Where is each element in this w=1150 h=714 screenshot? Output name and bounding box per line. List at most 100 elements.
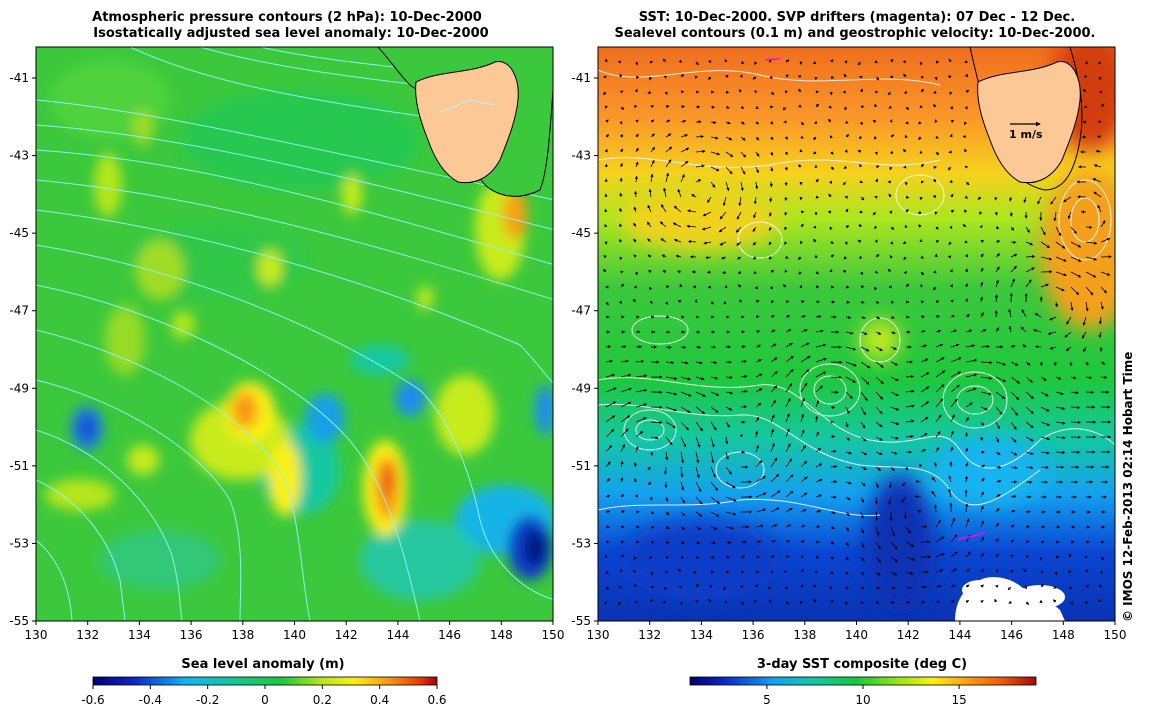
- lon-tick-label: 146: [438, 628, 461, 642]
- sla-colorbar-ticks: -0.6 -0.4 -0.2 0 0.2 0.4 0.6: [81, 685, 446, 707]
- velocity-arrow: [1011, 212, 1012, 216]
- lat-tick-label: -45: [571, 226, 591, 240]
- right-title-line2: Sealevel contours (0.1 m) and geostrophi…: [615, 26, 1096, 41]
- sst-colorbar: [690, 677, 1036, 685]
- lon-tick-label: 138: [793, 628, 816, 642]
- lat-tick-label: -41: [9, 71, 29, 85]
- lon-tick-label: 132: [638, 628, 661, 642]
- velocity-arrow: [696, 347, 701, 348]
- velocity-arrow: [830, 136, 831, 138]
- velocity-arrow: [1011, 242, 1016, 243]
- colorbar-tick-label: 0.2: [313, 693, 332, 707]
- lon-tick-label: 142: [335, 628, 358, 642]
- velocity-arrow: [711, 107, 715, 108]
- velocity-arrow: [936, 120, 937, 122]
- lat-tick-label: -47: [571, 304, 591, 318]
- lat-tick-label: -49: [9, 381, 29, 395]
- velocity-arrow: [711, 572, 714, 573]
- colorbar-tick-label: -0.4: [139, 693, 162, 707]
- velocity-arrow: [949, 152, 951, 153]
- right-lat-axis: -41 -43 -45 -47 -49 -51 -53 -55: [571, 71, 598, 628]
- velocity-arrow: [906, 225, 907, 227]
- left-title-line2: Isostatically adjusted sea level anomaly…: [93, 26, 488, 41]
- velocity-arrow: [831, 227, 832, 230]
- lat-tick-label: -43: [571, 149, 591, 163]
- velocity-arrow: [1071, 422, 1081, 423]
- lat-tick-label: -43: [9, 149, 29, 163]
- velocity-arrow: [651, 542, 654, 543]
- velocity-arrow: [903, 62, 906, 63]
- left-lat-axis: -41 -43 -45 -47 -49 -51 -53 -55: [9, 71, 36, 628]
- velocity-arrow: [726, 285, 727, 287]
- lon-tick-label: 136: [742, 628, 765, 642]
- velocity-arrow: [681, 92, 684, 93]
- colorbar-tick-label: -0.2: [196, 693, 219, 707]
- velocity-arrow: [1026, 512, 1030, 513]
- sla-map: [36, 47, 555, 621]
- lat-tick-label: -55: [571, 614, 591, 628]
- velocity-arrow: [1098, 122, 1101, 123]
- colorbar-tick-label: 5: [763, 693, 771, 707]
- scale-arrow-label: 1 m/s: [1009, 128, 1043, 141]
- velocity-arrow: [861, 182, 863, 183]
- lon-tick-label: 142: [897, 628, 920, 642]
- sla-colorbar: [93, 677, 437, 685]
- lon-tick-label: 130: [587, 628, 610, 642]
- lon-tick-label: 150: [542, 628, 565, 642]
- sst-map: 1 m/s: [598, 30, 1140, 621]
- lat-tick-label: -45: [9, 226, 29, 240]
- velocity-arrow: [666, 572, 668, 573]
- velocity-arrow: [771, 182, 772, 187]
- lat-tick-label: -53: [571, 536, 591, 550]
- lon-tick-label: 146: [1000, 628, 1023, 642]
- lat-tick-label: -47: [9, 304, 29, 318]
- lon-tick-label: 148: [1052, 628, 1075, 642]
- colorbar-tick-label: 0.6: [427, 693, 446, 707]
- velocity-arrow: [996, 197, 997, 200]
- colorbar-tick-label: 15: [951, 693, 966, 707]
- lat-tick-label: -51: [9, 459, 29, 473]
- colorbar-tick-label: 10: [855, 693, 870, 707]
- lon-tick-label: 140: [283, 628, 306, 642]
- lon-tick-label: 144: [386, 628, 409, 642]
- velocity-arrow: [846, 302, 850, 303]
- velocity-arrow: [681, 62, 682, 63]
- lon-tick-label: 134: [690, 628, 713, 642]
- lat-tick-label: -55: [9, 614, 29, 628]
- lat-tick-label: -51: [571, 459, 591, 473]
- lon-tick-label: 150: [1104, 628, 1127, 642]
- velocity-arrow: [876, 497, 877, 504]
- colorbar-tick-label: 0: [261, 693, 269, 707]
- lon-tick-label: 130: [25, 628, 48, 642]
- lon-tick-label: 132: [76, 628, 99, 642]
- velocity-arrow: [936, 77, 937, 80]
- lon-tick-label: 136: [180, 628, 203, 642]
- lat-tick-label: -49: [571, 381, 591, 395]
- velocity-arrow: [1086, 227, 1092, 228]
- imos-credit: © IMOS 12-Feb-2013 02:14 Hobart Time: [1121, 352, 1135, 622]
- sst-colorbar-label: 3-day SST composite (deg C): [757, 657, 967, 672]
- velocity-arrow: [831, 270, 832, 273]
- velocity-arrow: [621, 301, 622, 302]
- velocity-arrow: [906, 271, 907, 272]
- velocity-arrow: [621, 272, 623, 273]
- lon-tick-label: 134: [128, 628, 151, 642]
- colorbar-tick-label: -0.6: [81, 693, 104, 707]
- sst-colorbar-ticks: 5 10 15: [763, 685, 967, 707]
- velocity-arrow: [1056, 572, 1057, 575]
- velocity-arrow: [860, 76, 861, 77]
- lon-tick-label: 140: [845, 628, 868, 642]
- colorbar-tick-label: 0.4: [370, 693, 389, 707]
- velocity-arrow: [921, 302, 924, 303]
- lat-tick-label: -41: [571, 71, 591, 85]
- velocity-arrow: [621, 569, 622, 572]
- sla-colorbar-label: Sea level anomaly (m): [181, 657, 344, 672]
- velocity-arrow: [831, 181, 832, 182]
- lon-tick-label: 148: [490, 628, 513, 642]
- velocity-arrow: [771, 197, 772, 202]
- lat-tick-label: -53: [9, 536, 29, 550]
- velocity-arrow: [816, 527, 820, 528]
